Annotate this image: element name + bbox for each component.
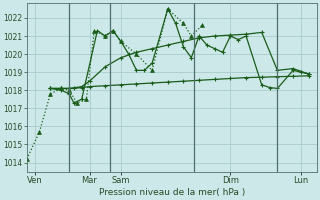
X-axis label: Pression niveau de la mer( hPa ): Pression niveau de la mer( hPa ) xyxy=(99,188,245,197)
